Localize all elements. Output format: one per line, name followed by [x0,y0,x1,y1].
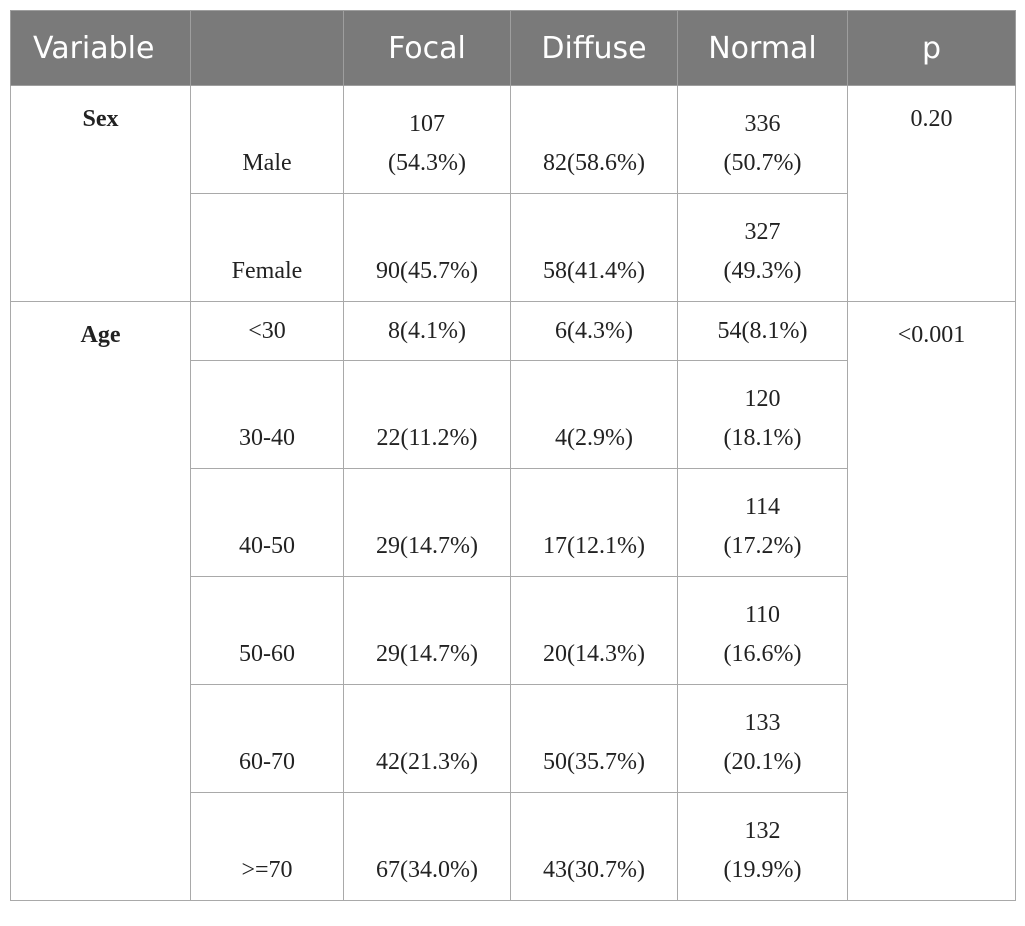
focal-percent: (54.3%) [388,150,466,176]
focal-cell: 67(34.0%) [343,792,511,901]
header-row: Variable Focal Diffuse Normal p [10,10,1016,86]
normal-cell: 336 (50.7%) [677,85,848,194]
diffuse-cell: 58(41.4%) [510,193,678,302]
focal-cell: 29(14.7%) [343,468,511,577]
focal-cell: 90(45.7%) [343,193,511,302]
diffuse-cell: 50(35.7%) [510,684,678,793]
diffuse-cell: 6(4.3%) [510,301,678,361]
header-diffuse: Diffuse [510,10,678,86]
header-group [190,10,344,86]
normal-percent: (18.1%) [723,425,802,451]
header-p: p [847,10,1016,86]
normal-cell: 120 (18.1%) [677,360,848,469]
normal-cell: 114 (17.2%) [677,468,848,577]
table-row: 40-50 29(14.7%) 17(12.1%) 114 (17.2%) [11,468,1016,577]
table-row: >=70 67(34.0%) 43(30.7%) 132 (19.9%) [11,792,1016,901]
focal-cell: 42(21.3%) [343,684,511,793]
sub-label: 60-70 [190,684,344,793]
normal-count: 110 [744,602,781,628]
normal-cell: 110 (16.6%) [677,576,848,685]
normal-count: 327 [744,219,781,245]
header-focal: Focal [343,10,511,86]
sub-label: >=70 [190,792,344,901]
normal-count: 132 [744,818,781,844]
sub-label: 30-40 [190,360,344,469]
focal-cell: 29(14.7%) [343,576,511,685]
header-normal: Normal [677,10,848,86]
normal-count: 133 [744,710,781,736]
normal-cell: 133 (20.1%) [677,684,848,793]
normal-count: 114 [744,494,781,520]
focal-cell: 22(11.2%) [343,360,511,469]
normal-cell: 132 (19.9%) [677,792,848,901]
diffuse-cell: 4(2.9%) [510,360,678,469]
normal-percent: (20.1%) [723,749,802,775]
normal-cell: 327 (49.3%) [677,193,848,302]
table-row: 60-70 42(21.3%) 50(35.7%) 133 (20.1%) [11,684,1016,793]
normal-percent: (49.3%) [723,258,802,284]
focal-cell: 107 (54.3%) [343,85,511,194]
table-row: Sex Male 107 (54.3%) 82(58.6%) 336 (50.7%)… [10,85,1016,302]
normal-percent: (16.6%) [723,641,802,667]
normal-percent: (17.2%) [723,533,802,559]
table-row: 50-60 29(14.7%) 20(14.3%) 110 (16.6%) [11,576,1016,685]
normal-cell: 54(8.1%) [677,301,848,361]
variable-age: Age [10,301,191,901]
results-table: Variable Focal Diffuse Normal p Sex Male… [10,10,1016,901]
header-variable: Variable [10,10,191,86]
sub-label: Male [190,85,344,194]
diffuse-cell: 17(12.1%) [510,468,678,577]
p-value-sex: 0.20 [847,85,1016,302]
focal-count: 107 [408,111,445,137]
normal-percent: (50.7%) [723,150,802,176]
sub-label: Female [190,193,344,302]
p-value-age: <0.001 [847,301,1016,901]
diffuse-cell: 43(30.7%) [510,792,678,901]
sub-label: 50-60 [190,576,344,685]
diffuse-cell: 82(58.6%) [510,85,678,194]
normal-percent: (19.9%) [723,857,802,883]
normal-count: 120 [744,386,781,412]
table-row: Age <30 8(4.1%) 6(4.3%) 54(8.1%) <0.001 [10,301,1016,901]
diffuse-cell: 20(14.3%) [510,576,678,685]
table-row: 30-40 22(11.2%) 4(2.9%) 120 (18.1%) [11,360,1016,469]
variable-sex: Sex [10,85,191,302]
normal-count: 336 [744,111,781,137]
sub-label: 40-50 [190,468,344,577]
focal-cell: 8(4.1%) [343,301,511,361]
sub-label: <30 [190,301,344,361]
